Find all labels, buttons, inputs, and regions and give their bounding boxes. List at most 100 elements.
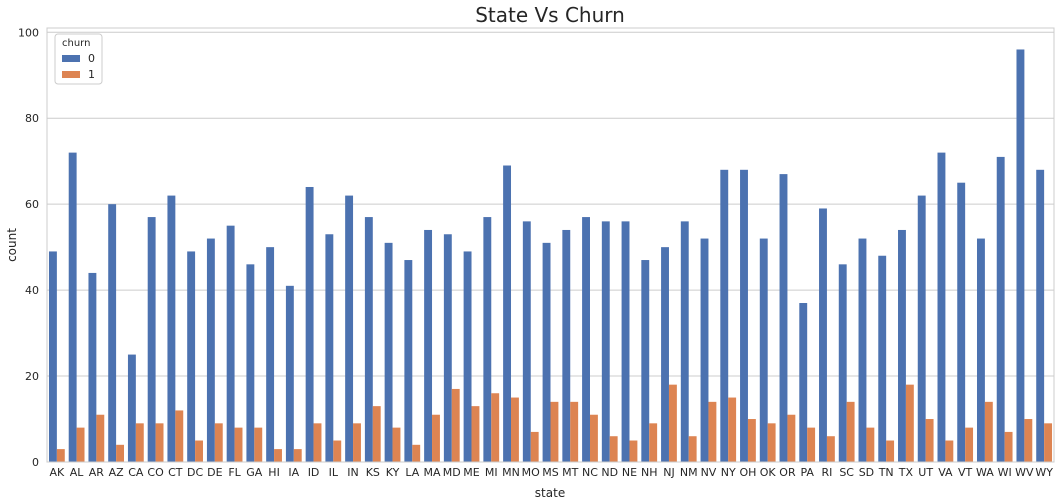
bar-id-churn-1: [313, 423, 322, 462]
bar-mo-churn-1: [530, 431, 539, 462]
bar-nv-churn-0: [700, 238, 709, 462]
bar-ca-churn-0: [127, 354, 136, 462]
x-tick-label: CT: [168, 466, 183, 479]
bar-az-churn-0: [108, 204, 117, 462]
bar-ca-churn-1: [135, 423, 144, 462]
plot-frame: [46, 27, 1055, 463]
bar-tn-churn-0: [878, 255, 887, 462]
bar-wy-churn-1: [1044, 423, 1053, 462]
bar-ne-churn-1: [629, 440, 638, 462]
x-tick-label: AZ: [109, 466, 125, 479]
x-tick-label: AR: [89, 466, 105, 479]
bar-de-churn-1: [214, 423, 223, 462]
bar-ks-churn-0: [364, 217, 373, 462]
bar-mi-churn-1: [491, 393, 500, 462]
bar-ak-churn-0: [48, 251, 57, 462]
bar-wi-churn-0: [996, 156, 1005, 462]
bar-wa-churn-0: [976, 238, 985, 462]
x-tick-label: NJ: [663, 466, 674, 479]
bar-mi-churn-0: [483, 217, 492, 462]
bar-hi-churn-1: [274, 449, 282, 462]
legend-swatch-series-1: [62, 71, 80, 78]
bar-ia-churn-0: [285, 285, 294, 462]
bar-nh-churn-0: [641, 260, 650, 462]
x-tick-label: IN: [347, 466, 358, 479]
x-tick-label: IL: [329, 466, 339, 479]
bar-mn-churn-1: [511, 397, 519, 462]
bar-dc-churn-1: [195, 440, 203, 462]
y-tick-label: 20: [25, 370, 39, 383]
bar-oh-churn-1: [747, 419, 756, 462]
bar-de-churn-0: [206, 238, 215, 462]
x-tick-label: SC: [839, 466, 854, 479]
x-tick-label: NY: [721, 466, 736, 479]
x-tick-label: IA: [288, 466, 299, 479]
legend-title: churn: [62, 38, 90, 49]
bar-vt-churn-1: [965, 427, 974, 462]
bar-dc-churn-0: [187, 251, 196, 462]
x-tick-label: OR: [779, 466, 796, 479]
bar-nd-churn-0: [601, 221, 610, 462]
x-tick-label: CA: [128, 466, 144, 479]
x-tick-label: WY: [1035, 466, 1053, 479]
bar-me-churn-1: [471, 406, 480, 462]
x-tick-label: FL: [228, 466, 241, 479]
x-tick-label: PA: [800, 466, 814, 479]
bar-ne-churn-0: [621, 221, 630, 462]
bar-ct-churn-0: [167, 195, 176, 462]
bar-co-churn-1: [155, 423, 164, 462]
bar-mo-churn-0: [522, 221, 531, 462]
legend: churn 0 1: [54, 33, 103, 85]
bar-ky-churn-0: [384, 242, 393, 462]
bar-ma-churn-1: [432, 414, 440, 462]
bar-al-churn-0: [68, 152, 77, 462]
bar-md-churn-0: [443, 234, 452, 462]
x-tick-label: WI: [998, 466, 1012, 479]
x-tick-label: AK: [49, 466, 65, 479]
x-tick-label: TX: [898, 466, 914, 479]
x-tick-label: DC: [187, 466, 203, 479]
bar-ky-churn-1: [392, 427, 401, 462]
bar-in-churn-0: [345, 195, 354, 462]
bar-mn-churn-0: [503, 165, 512, 462]
x-tick-label: KS: [366, 466, 380, 479]
bar-ok-churn-0: [759, 238, 768, 462]
bar-ny-churn-1: [728, 397, 737, 462]
bar-or-churn-0: [779, 174, 788, 463]
bar-nj-churn-0: [661, 247, 669, 462]
bar-az-churn-1: [116, 444, 125, 462]
bar-mt-churn-1: [570, 401, 579, 462]
bar-al-churn-1: [76, 427, 85, 462]
x-tick-label: NE: [622, 466, 637, 479]
legend-label-series-1: 1: [88, 68, 95, 81]
bar-la-churn-1: [412, 444, 421, 462]
bar-wv-churn-1: [1024, 419, 1033, 462]
bar-il-churn-1: [333, 440, 342, 462]
bar-il-churn-0: [325, 234, 334, 462]
bar-la-churn-0: [404, 260, 413, 462]
bar-mt-churn-0: [562, 229, 571, 462]
x-tick-label: RI: [821, 466, 832, 479]
bar-nv-churn-1: [708, 401, 717, 462]
bar-va-churn-1: [945, 440, 954, 462]
x-tick-label: NV: [701, 466, 717, 479]
x-tick-label: TN: [878, 466, 894, 479]
bar-ar-churn-1: [96, 414, 105, 462]
bar-ga-churn-1: [254, 427, 263, 462]
bar-pa-churn-0: [799, 303, 808, 462]
bar-sc-churn-1: [846, 401, 855, 462]
bar-id-churn-0: [305, 186, 314, 462]
bar-ut-churn-1: [925, 419, 934, 462]
x-tick-label: OK: [760, 466, 777, 479]
bar-tx-churn-0: [898, 229, 906, 462]
bar-wa-churn-1: [984, 401, 993, 462]
x-tick-label: MA: [424, 466, 441, 479]
bar-ms-churn-0: [542, 242, 551, 462]
bar-me-churn-0: [463, 251, 472, 462]
y-tick-label: 40: [25, 284, 39, 297]
x-tick-label: GA: [246, 466, 263, 479]
x-tick-label: MD: [443, 466, 461, 479]
bar-nd-churn-1: [609, 436, 618, 462]
bar-or-churn-1: [787, 414, 796, 462]
bar-fl-churn-0: [226, 225, 235, 462]
